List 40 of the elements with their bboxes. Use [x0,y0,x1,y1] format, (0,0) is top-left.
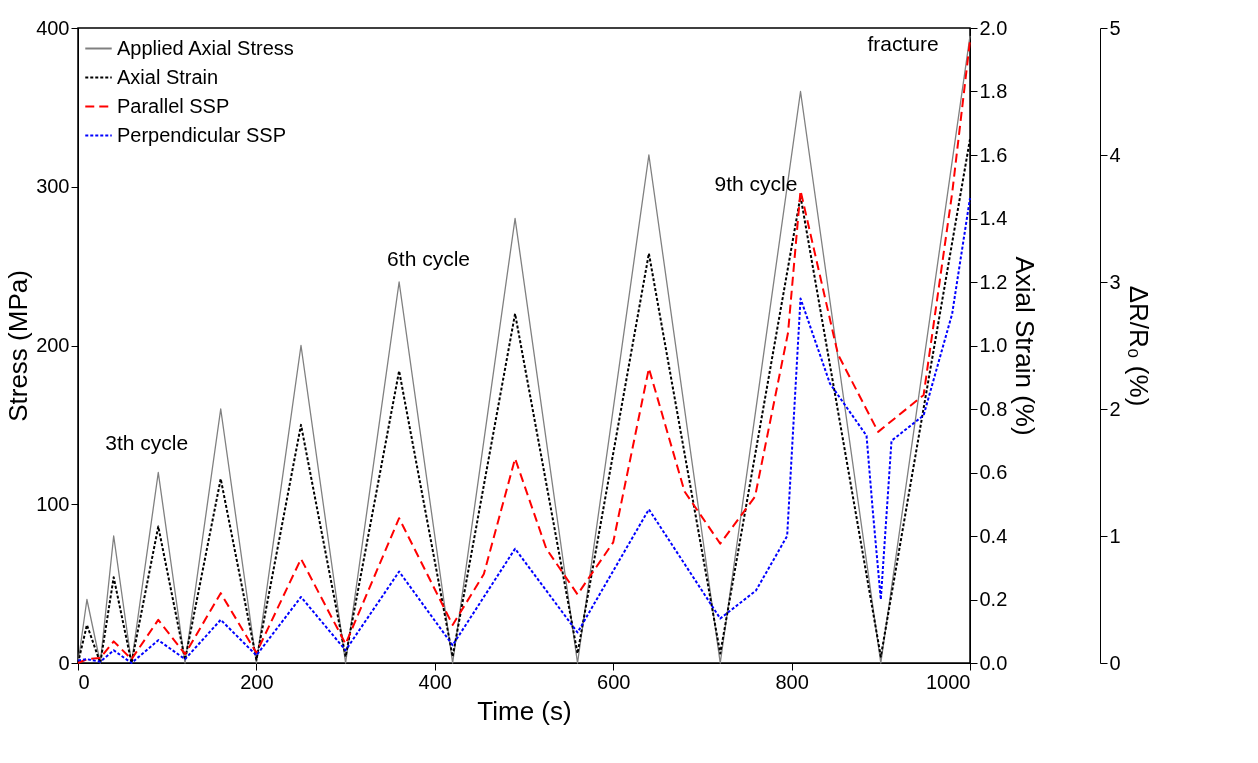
annotation: 6th cycle [387,246,470,270]
y-tick-label: 200 [36,334,70,356]
x-tick-label: 800 [775,670,809,693]
y2-tick-label: 1.2 [979,270,1008,293]
y2-tick-label: 0.8 [979,397,1008,420]
x-tick-label: 600 [597,670,631,693]
legend-label: Perpendicular SSP [117,123,286,146]
y3-axis-title: ΔR/R₀ (%) [1123,285,1154,407]
y3-tick-label: 3 [1109,270,1121,293]
y2-tick-label: 0.6 [979,461,1008,483]
y3-tick-label: 0 [1109,651,1121,674]
y2-tick-label: 0.2 [979,588,1008,610]
y-tick-label: 100 [36,492,70,515]
x-axis-title: Time (s) [477,695,572,726]
y3-tick-label: 4 [1109,143,1121,166]
y2-axis-title: Axial Strain (%) [1010,256,1041,436]
y3-tick-label: 5 [1109,16,1121,39]
y2-tick-label: 1.8 [979,80,1008,102]
y2-tick-label: 0.0 [979,651,1008,674]
x-tick-label: 1000 [926,670,971,693]
y3-tick-label: 2 [1109,397,1121,420]
legend-label: Axial Strain [117,65,219,88]
y2-tick-label: 0.4 [979,524,1008,547]
legend-label: Applied Axial Stress [117,36,294,59]
y3-tick-label: 1 [1109,524,1121,547]
x-tick-label: 0 [78,670,90,693]
annotation: fracture [867,32,939,56]
x-tick-label: 200 [240,670,274,693]
y-tick-label: 0 [58,651,70,674]
y-tick-label: 400 [36,16,70,39]
y2-tick-label: 2.0 [979,16,1008,39]
annotation: 9th cycle [714,172,798,196]
annotation: 3th cycle [105,430,189,454]
y-tick-label: 300 [36,175,70,198]
y2-tick-label: 1.4 [979,207,1008,229]
y2-tick-label: 1.6 [979,143,1008,166]
x-tick-label: 400 [418,670,452,693]
legend-label: Parallel SSP [117,94,230,117]
y2-tick-label: 1.0 [979,334,1008,356]
y-axis-title: Stress (MPa) [3,270,34,422]
